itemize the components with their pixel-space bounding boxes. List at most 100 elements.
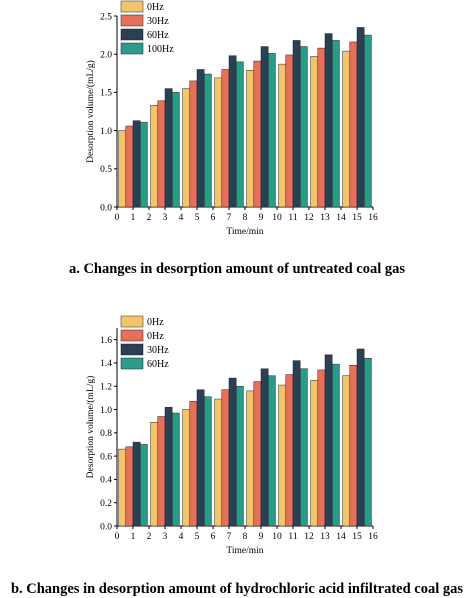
y-tick-label: 1.0 — [100, 127, 112, 137]
bar-chart-a: 0.00.51.01.52.02.50 1 2 3 4 5 6 7 8 9 10 11 12 13 14 15… — [85, 0, 378, 237]
bar — [118, 130, 127, 208]
bar — [139, 444, 148, 527]
bar — [214, 398, 223, 527]
legend-swatch — [120, 329, 144, 342]
bar-chart-b: 0.00.20.40.60.81.01.21.41.60 1 2 3 4 5 6 7 8 9 10 1… — [85, 315, 378, 556]
bar — [317, 369, 326, 527]
bar — [189, 80, 198, 208]
bar — [221, 389, 230, 527]
bar — [246, 390, 255, 527]
legend-label: 0Hz — [147, 2, 164, 13]
bar — [125, 446, 134, 527]
bar — [267, 53, 276, 208]
bar — [356, 348, 365, 527]
x-tick-label: 7 — [227, 532, 232, 542]
bar — [182, 88, 191, 208]
bar — [164, 406, 173, 527]
x-tick-label: 11 — [288, 532, 297, 542]
x-tick-label: 9 — [259, 213, 264, 223]
bar — [203, 73, 212, 208]
y-tick-label: 2.0 — [100, 51, 112, 61]
x-tick-label: 0 — [115, 213, 120, 223]
x-tick-label: 11 — [288, 213, 297, 223]
bar — [228, 55, 237, 208]
y-tick-label: 0.6 — [100, 452, 112, 462]
x-tick-label: 10 — [272, 213, 282, 223]
x-tick-label: 12 — [304, 532, 314, 542]
bar — [331, 363, 340, 527]
legend-swatch — [120, 28, 144, 41]
bar — [150, 105, 159, 208]
legend-label: 60Hz — [147, 30, 169, 41]
x-tick-label: 15 — [352, 532, 362, 542]
legend-swatch — [120, 0, 144, 13]
bar — [171, 92, 180, 208]
bar — [189, 401, 198, 527]
x-tick-label: 6 — [211, 532, 216, 542]
x-tick-label: 4 — [179, 532, 184, 542]
x-tick-label: 5 — [195, 532, 200, 542]
legend-label: 0Hz — [147, 317, 164, 328]
x-tick-label: 5 — [195, 213, 200, 223]
x-tick-label: 14 — [336, 213, 346, 223]
x-tick-label: 1 — [131, 213, 136, 223]
bar — [235, 61, 244, 208]
legend-swatch — [120, 315, 144, 328]
bar — [363, 358, 372, 527]
bar — [310, 380, 319, 527]
bar — [157, 416, 166, 527]
x-axis-label: Time/min — [226, 227, 263, 237]
x-tick-label: 2 — [147, 213, 152, 223]
bar — [349, 41, 358, 208]
bar — [196, 69, 205, 208]
bar — [235, 385, 244, 527]
bar — [317, 47, 326, 208]
bar — [214, 77, 223, 208]
caption-b: b. Changes in desorption amount of hydro… — [10, 581, 464, 597]
bar — [203, 396, 212, 527]
x-axis-label: Time/min — [226, 546, 263, 556]
bar — [363, 34, 372, 208]
chart-panel-b: 0.0 0.2 0.4 0.6 0.8 1.0 1.2 1.4 1.6 0 1 2 3 4 5 6 7 8 9 10 1… — [0, 297, 474, 597]
y-tick-label: 0.8 — [100, 429, 112, 439]
x-tick-label: 16 — [368, 532, 378, 542]
legend-label: 0Hz — [147, 331, 164, 342]
bar — [132, 120, 141, 208]
bar — [196, 389, 205, 527]
bar — [342, 375, 351, 527]
bar — [285, 374, 294, 527]
x-tick-label: 3 — [163, 532, 168, 542]
x-tick-label: 2 — [147, 532, 152, 542]
legend-label: 30Hz — [147, 345, 169, 356]
x-tick-label: 6 — [211, 213, 216, 223]
bar — [278, 63, 287, 208]
bar — [324, 33, 333, 208]
x-tick-label: 10 — [272, 532, 282, 542]
bar — [150, 422, 159, 527]
bar — [157, 100, 166, 208]
bar — [299, 368, 308, 527]
bar — [118, 448, 127, 527]
legend-label: 60Hz — [147, 359, 169, 370]
y-tick-label: 1.2 — [100, 383, 112, 393]
bar — [356, 27, 365, 208]
bar — [292, 360, 301, 527]
y-tick-label: 1.0 — [100, 406, 112, 416]
x-tick-label: 12 — [304, 213, 314, 223]
x-tick-label: 13 — [320, 213, 330, 223]
y-tick-label: 0.2 — [100, 499, 112, 509]
y-tick-label: 0.4 — [100, 476, 112, 486]
x-tick-label: 3 — [163, 213, 168, 223]
bar — [331, 40, 340, 208]
caption-a: a. Changes in desorption amount of untre… — [68, 261, 406, 277]
legend-swatch — [120, 357, 144, 370]
y-tick-label: 1.5 — [100, 89, 112, 99]
x-tick-label: 4 — [179, 213, 184, 223]
y-axis-label: Desorption volume/(mL/g) — [85, 60, 96, 163]
bar — [285, 54, 294, 208]
y-axis-label: Desorption volume/(mL/g) — [85, 376, 96, 479]
bar — [342, 50, 351, 208]
x-tick-label: 1 — [131, 532, 136, 542]
x-tick-label: 14 — [336, 532, 346, 542]
bar — [139, 121, 148, 208]
